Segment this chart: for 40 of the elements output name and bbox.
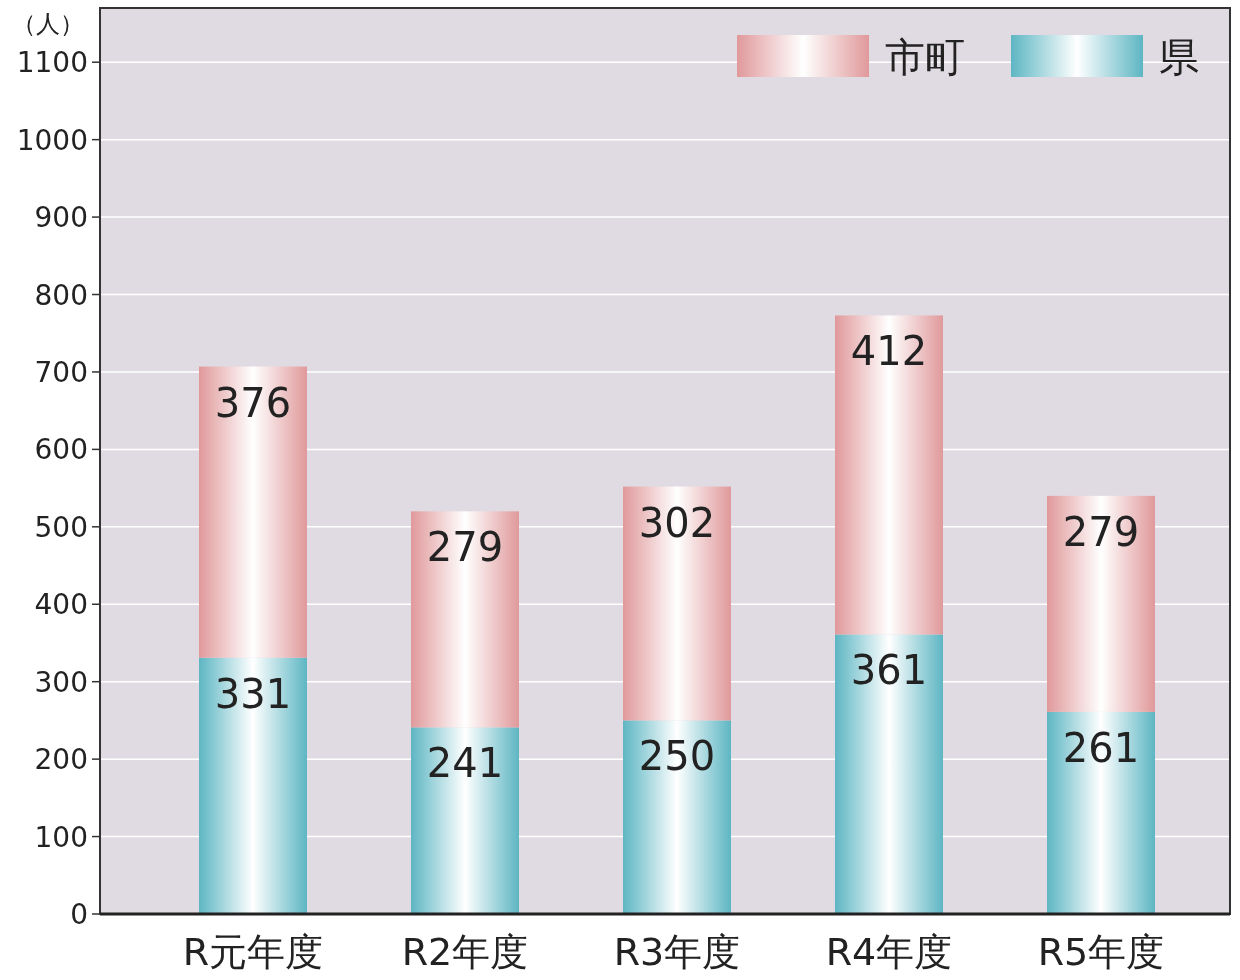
y-tick-label: 600 [34, 433, 88, 467]
data-label: 361 [850, 647, 928, 694]
data-label: 250 [638, 733, 716, 780]
legend-label: 市町 [885, 34, 965, 80]
data-label: 279 [426, 524, 504, 571]
data-label: 261 [1062, 724, 1140, 771]
x-tick-label: R5年度 [1037, 930, 1165, 974]
y-tick-label: 200 [34, 743, 88, 777]
data-label: 331 [214, 670, 292, 717]
bar [1047, 711, 1155, 914]
data-label: 376 [214, 379, 292, 426]
y-tick-label: 300 [34, 665, 88, 699]
x-tick-label: R4年度 [825, 930, 953, 974]
y-tick-label: 100 [34, 820, 88, 854]
y-axis-title: （人） [12, 10, 84, 38]
y-tick-label: 700 [34, 355, 88, 389]
bar [623, 486, 731, 721]
bar [199, 366, 307, 658]
bar [411, 727, 519, 914]
bar [411, 511, 519, 728]
x-tick-label: R元年度 [182, 930, 324, 974]
data-label: 412 [850, 328, 928, 375]
data-label: 279 [1062, 508, 1140, 555]
data-label: 241 [426, 740, 504, 787]
y-tick-label: 1000 [16, 123, 88, 157]
bar [623, 720, 731, 914]
bar [835, 315, 943, 635]
y-tick-label: 900 [34, 201, 88, 235]
x-tick-label: R3年度 [613, 930, 741, 974]
y-tick-label: 1100 [16, 46, 88, 80]
y-tick-label: 400 [34, 588, 88, 622]
legend-label: 県 [1159, 34, 1199, 80]
bar [835, 634, 943, 914]
y-tick-label: 0 [70, 898, 88, 931]
data-label: 302 [638, 499, 716, 546]
x-tick-label: R2年度 [401, 930, 529, 974]
y-tick-label: 800 [34, 278, 88, 312]
bar [1047, 495, 1155, 712]
bar [199, 657, 307, 914]
y-tick-label: 500 [34, 510, 88, 544]
